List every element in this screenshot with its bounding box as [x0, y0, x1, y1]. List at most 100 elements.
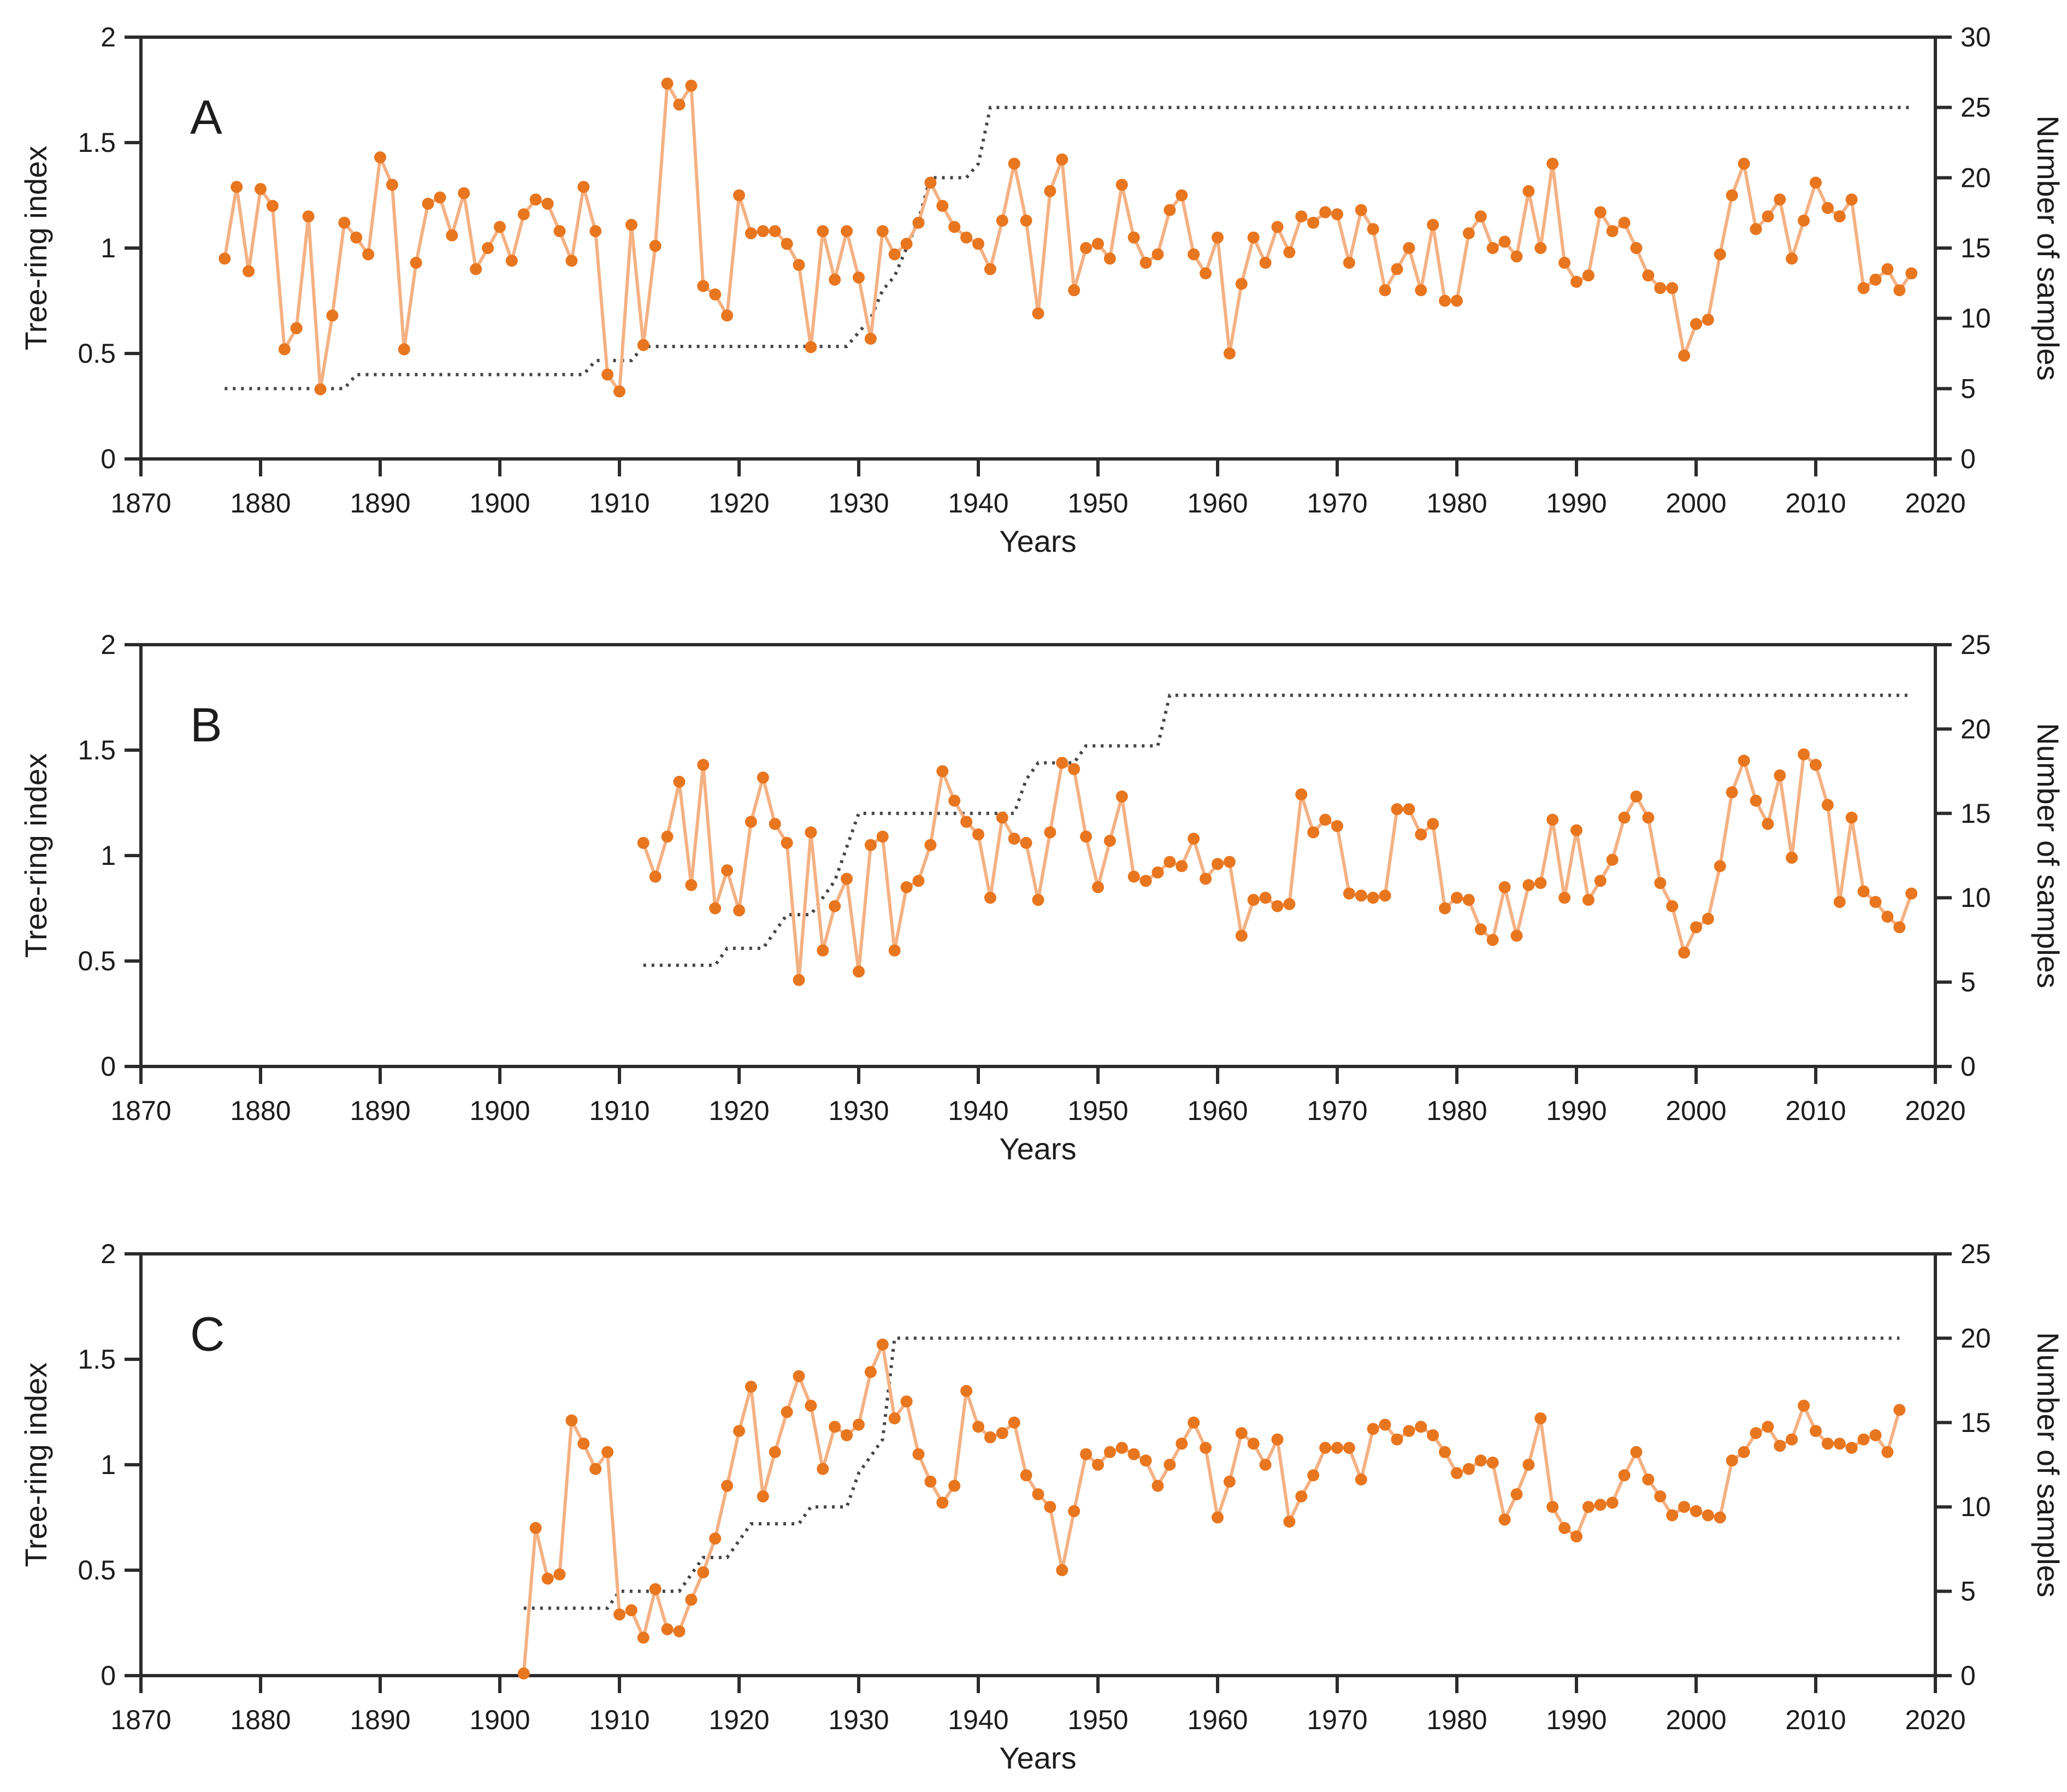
tree-ring-data-point	[1355, 204, 1367, 216]
tree-ring-data-point	[1331, 1442, 1343, 1454]
left-tick-label: 0.5	[78, 1555, 116, 1585]
tree-ring-data-point	[1690, 1505, 1702, 1517]
tree-ring-data-point	[494, 221, 506, 233]
tree-ring-data-point	[1451, 892, 1463, 904]
tree-ring-data-point	[1546, 157, 1559, 170]
tree-ring-data-point	[1343, 1442, 1355, 1454]
left-tick-label: 0	[101, 1051, 116, 1082]
tree-ring-series-markers	[517, 1339, 1906, 1680]
tree-ring-data-point	[745, 1381, 757, 1393]
tree-ring-data-point	[1630, 242, 1643, 254]
tree-ring-data-point	[1810, 176, 1822, 189]
tree-ring-data-point	[1127, 1448, 1140, 1460]
tree-ring-data-point	[1690, 318, 1702, 330]
tree-ring-data-point	[625, 1604, 637, 1617]
tree-ring-data-point	[1810, 1425, 1822, 1437]
tree-ring-data-point	[1092, 881, 1104, 893]
tree-ring-data-point	[1127, 870, 1140, 883]
tree-ring-data-point	[1594, 1499, 1607, 1511]
tree-ring-data-point	[1606, 853, 1619, 866]
tree-ring-data-point	[924, 1475, 937, 1488]
tree-ring-data-point	[984, 263, 996, 275]
tree-ring-data-point	[577, 1437, 590, 1450]
tree-ring-data-point	[1295, 788, 1308, 801]
tree-ring-data-point	[1283, 898, 1296, 910]
tree-ring-data-point	[1379, 1418, 1391, 1431]
tree-ring-data-point	[1534, 877, 1547, 889]
tree-ring-data-point	[972, 238, 984, 250]
tree-ring-data-point	[1032, 894, 1044, 906]
tree-ring-data-point	[1726, 786, 1738, 799]
x-axis-ticks: 1870 1880 1890 1900 1910 1920 1930 1940 1950 1960…	[110, 1676, 1966, 1735]
tree-ring-data-point	[1546, 1501, 1559, 1513]
tree-ring-data-point	[888, 248, 901, 261]
tree-ring-data-point	[290, 322, 303, 334]
tree-ring-data-point	[1343, 887, 1355, 900]
x-tick-label: 2020	[1905, 488, 1965, 518]
tree-ring-data-point	[1188, 248, 1200, 261]
tree-ring-data-point	[1115, 179, 1128, 191]
tree-ring-data-point	[1474, 1454, 1487, 1467]
x-tick-label: 2010	[1785, 488, 1846, 518]
tree-ring-data-point	[984, 1431, 996, 1443]
tree-ring-data-point	[1056, 757, 1068, 769]
tree-ring-data-point	[1164, 856, 1176, 868]
tree-ring-data-point	[936, 1496, 949, 1509]
x-tick-label: 1910	[589, 1705, 649, 1735]
right-tick-label: 15	[1960, 233, 1991, 263]
tree-ring-data-point	[1139, 257, 1152, 269]
tree-ring-data-point	[1762, 210, 1774, 223]
left-tick-label: 2	[101, 1239, 116, 1269]
tree-ring-data-point	[996, 214, 1008, 227]
tree-ring-data-point	[1403, 803, 1415, 816]
tree-ring-data-point	[793, 1370, 805, 1382]
tree-ring-data-point	[697, 280, 710, 292]
right-tick-label: 20	[1960, 162, 1991, 193]
panel-b-left-axis-title: Tree-ring index	[19, 753, 53, 958]
tree-ring-data-point	[972, 828, 984, 841]
x-tick-label: 1880	[230, 1705, 291, 1735]
tree-ring-data-point	[1415, 828, 1427, 841]
tree-ring-data-point	[1427, 1429, 1439, 1441]
tree-ring-data-point	[1259, 257, 1272, 269]
tree-ring-data-point	[1750, 794, 1762, 807]
tree-ring-data-point	[1642, 269, 1655, 282]
tree-ring-data-point	[1678, 946, 1691, 959]
tree-ring-data-point	[613, 385, 625, 398]
right-tick-label: 5	[1960, 967, 1976, 998]
tree-ring-data-point	[864, 839, 877, 851]
tree-ring-data-point	[1235, 1427, 1248, 1440]
tree-ring-data-point	[1594, 875, 1607, 887]
left-tick-label: 1.5	[78, 127, 116, 158]
tree-ring-data-point	[1151, 866, 1164, 879]
panel-b-right-axis-title: Number of samples	[2031, 723, 2065, 988]
tree-ring-data-point	[1666, 282, 1679, 294]
x-tick-label: 1920	[708, 488, 769, 518]
x-tick-label: 1900	[469, 488, 530, 518]
left-tick-label: 1.5	[78, 735, 116, 765]
tree-ring-data-point	[1212, 1511, 1224, 1524]
right-tick-label: 25	[1960, 92, 1991, 123]
tree-ring-data-point	[948, 221, 961, 233]
x-tick-label: 1980	[1426, 1095, 1487, 1126]
tree-ring-data-point	[1726, 189, 1738, 202]
tree-ring-data-point	[721, 309, 734, 322]
tree-ring-data-point	[1714, 860, 1726, 873]
tree-ring-series-line	[223, 78, 1913, 397]
x-tick-label: 1930	[828, 488, 889, 518]
left-tick-label: 1	[101, 1449, 116, 1480]
tree-ring-data-point	[1367, 1423, 1379, 1435]
tree-ring-data-point	[1271, 1433, 1284, 1446]
tree-ring-data-point	[685, 79, 698, 92]
tree-ring-data-point	[853, 965, 865, 978]
right-tick-label: 30	[1960, 22, 1991, 52]
tree-ring-data-point	[1451, 294, 1463, 307]
tree-ring-data-point	[1618, 1469, 1631, 1482]
tree-ring-data-point	[1774, 193, 1786, 206]
tree-ring-data-point	[1702, 314, 1714, 326]
tree-ring-data-point	[996, 1427, 1008, 1440]
tree-ring-data-point	[936, 199, 949, 212]
tree-ring-data-point	[410, 257, 422, 269]
tree-ring-data-point	[900, 881, 913, 893]
tree-ring-data-point	[1738, 1446, 1750, 1458]
